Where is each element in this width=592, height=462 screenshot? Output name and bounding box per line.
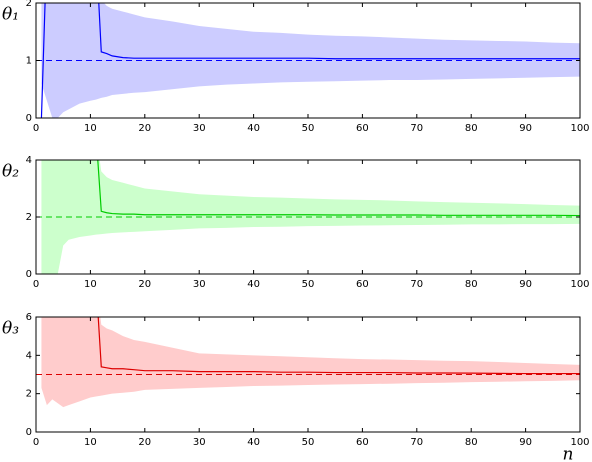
x-tick-label: 50	[302, 279, 315, 290]
y-tick-label: 2	[26, 0, 32, 9]
y-tick-label: 2	[26, 212, 32, 223]
x-tick-label: 70	[410, 279, 423, 290]
plot-area	[36, 317, 580, 408]
confidence-band	[41, 317, 580, 408]
x-tick-label: 90	[519, 437, 532, 448]
x-tick-label: 30	[193, 279, 206, 290]
y-tick-label: 4	[26, 350, 32, 361]
plot-area	[36, 160, 580, 274]
x-tick-label: 60	[356, 123, 369, 134]
x-tick-label: 40	[247, 123, 260, 134]
x-tick-label: 20	[138, 437, 151, 448]
plot-area	[36, 3, 580, 118]
y-tick-label: 6	[26, 312, 32, 323]
x-tick-label: 60	[356, 437, 369, 448]
x-tick-label: 80	[465, 279, 478, 290]
x-tick-label: 90	[519, 123, 532, 134]
x-tick-label: 0	[33, 279, 39, 290]
y-tick-label: 2	[26, 389, 32, 400]
x-tick-label: 100	[570, 437, 589, 448]
x-tick-label: 70	[410, 123, 423, 134]
x-tick-label: 60	[356, 279, 369, 290]
y-axis-label: θ₁	[2, 5, 19, 25]
y-tick-label: 4	[26, 155, 32, 166]
x-tick-label: 0	[33, 123, 39, 134]
confidence-band	[41, 160, 580, 274]
x-tick-label: 40	[247, 437, 260, 448]
x-tick-label: 30	[193, 123, 206, 134]
x-tick-label: 80	[465, 437, 478, 448]
x-tick-label: 20	[138, 279, 151, 290]
x-tick-label: 50	[302, 123, 315, 134]
y-tick-label: 1	[26, 56, 32, 67]
x-tick-label: 0	[33, 437, 39, 448]
x-tick-label: 40	[247, 279, 260, 290]
x-tick-label: 30	[193, 437, 206, 448]
y-tick-label: 0	[26, 427, 32, 438]
y-tick-label: 0	[26, 269, 32, 280]
x-tick-label: 20	[138, 123, 151, 134]
y-axis-label: θ₃	[2, 319, 19, 339]
estimate-line	[97, 317, 580, 375]
x-axis-label: n	[563, 445, 574, 462]
x-tick-label: 100	[570, 279, 589, 290]
x-tick-label: 10	[84, 123, 97, 134]
y-axis-label: θ₂	[2, 162, 19, 182]
x-tick-label: 10	[84, 437, 97, 448]
estimate-line	[97, 160, 580, 217]
y-tick-label: 0	[26, 113, 32, 124]
x-tick-label: 90	[519, 279, 532, 290]
x-tick-label: 100	[570, 123, 589, 134]
estimate-line	[40, 3, 580, 118]
x-tick-label: 50	[302, 437, 315, 448]
x-tick-label: 80	[465, 123, 478, 134]
x-tick-label: 10	[84, 279, 97, 290]
x-tick-label: 70	[410, 437, 423, 448]
